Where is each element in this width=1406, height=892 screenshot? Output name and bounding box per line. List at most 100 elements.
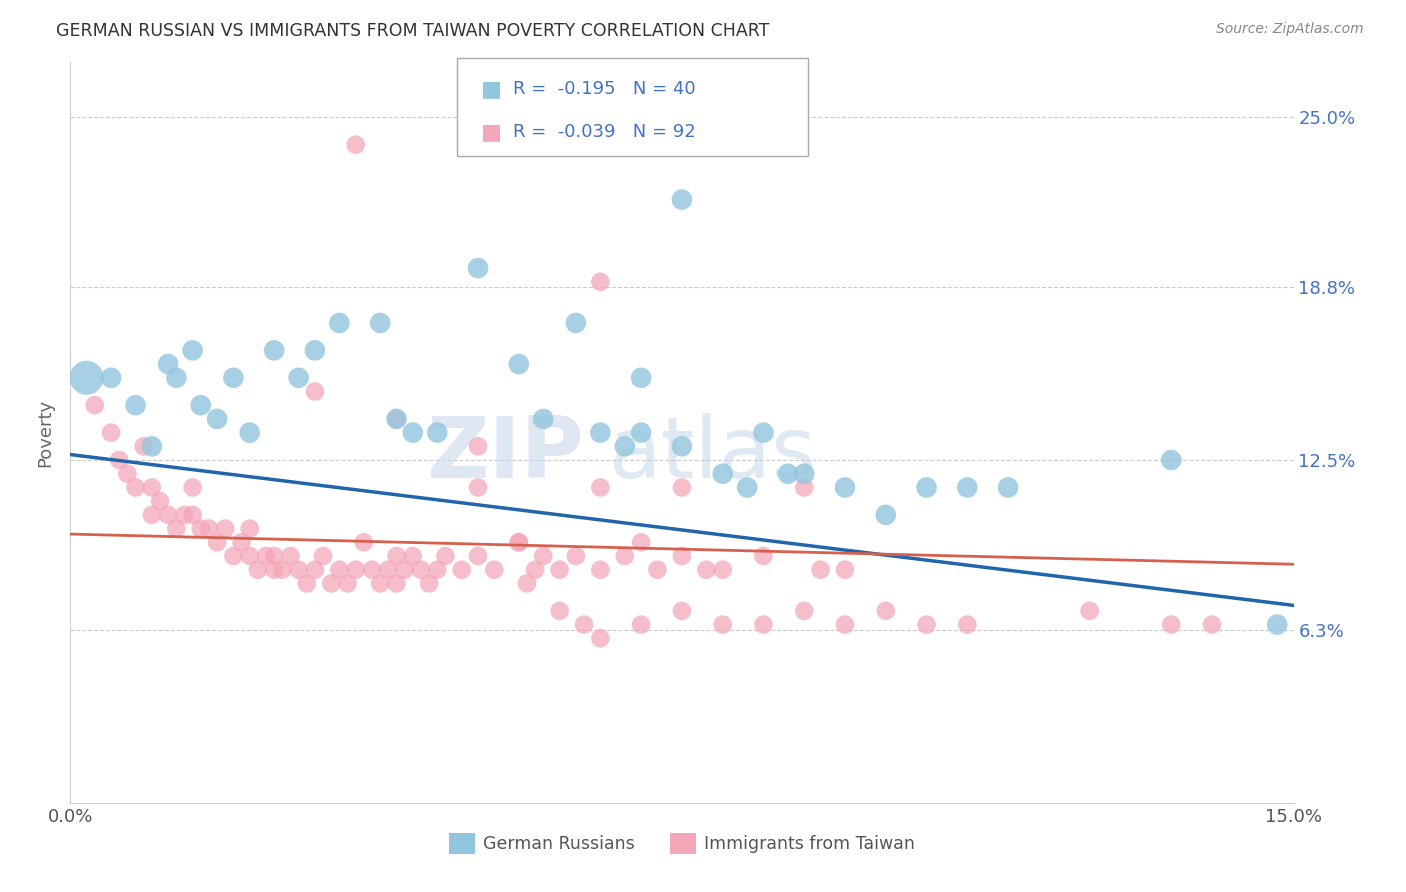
Y-axis label: Poverty: Poverty — [37, 399, 55, 467]
Point — [83, 398, 105, 412]
Point — [711, 563, 734, 577]
Point — [271, 563, 294, 577]
Point — [467, 549, 489, 563]
Point — [426, 425, 449, 440]
Point — [328, 316, 350, 330]
Point — [336, 576, 359, 591]
Point — [630, 371, 652, 385]
Point — [385, 412, 408, 426]
Point — [793, 604, 815, 618]
Point — [368, 316, 391, 330]
Point — [613, 549, 636, 563]
Point — [524, 563, 547, 577]
Point — [321, 576, 343, 591]
Point — [304, 384, 326, 399]
Point — [287, 371, 309, 385]
Point — [295, 576, 318, 591]
Point — [793, 480, 815, 494]
Point — [752, 549, 775, 563]
Point — [181, 508, 204, 522]
Point — [312, 549, 335, 563]
Point — [190, 522, 212, 536]
Point — [613, 439, 636, 453]
Point — [671, 480, 693, 494]
Text: atlas: atlas — [609, 413, 817, 496]
Text: GERMAN RUSSIAN VS IMMIGRANTS FROM TAIWAN POVERTY CORRELATION CHART: GERMAN RUSSIAN VS IMMIGRANTS FROM TAIWAN… — [56, 22, 769, 40]
Point — [181, 480, 204, 494]
Point — [377, 563, 399, 577]
Point — [165, 371, 187, 385]
Point — [402, 425, 425, 440]
Point — [589, 632, 612, 646]
Point — [214, 522, 236, 536]
Point — [997, 480, 1019, 494]
Point — [141, 439, 163, 453]
Point — [353, 535, 375, 549]
Point — [630, 425, 652, 440]
Point — [385, 576, 408, 591]
Point — [198, 522, 221, 536]
Point — [695, 563, 717, 577]
Point — [190, 398, 212, 412]
Point — [239, 549, 262, 563]
Point — [671, 193, 693, 207]
Point — [776, 467, 799, 481]
Point — [246, 563, 269, 577]
Point — [263, 563, 285, 577]
Point — [124, 480, 146, 494]
Point — [671, 439, 693, 453]
Point — [516, 576, 538, 591]
Point — [222, 371, 245, 385]
Point — [231, 535, 253, 549]
Point — [1201, 617, 1223, 632]
Point — [467, 480, 489, 494]
Point — [157, 357, 180, 371]
Point — [100, 371, 122, 385]
Point — [222, 549, 245, 563]
Point — [76, 371, 98, 385]
Point — [117, 467, 139, 481]
Point — [565, 549, 588, 563]
Point — [671, 549, 693, 563]
Text: ZIP: ZIP — [426, 413, 583, 496]
Point — [141, 508, 163, 522]
Point — [711, 617, 734, 632]
Point — [508, 535, 530, 549]
Point — [304, 563, 326, 577]
Point — [181, 343, 204, 358]
Point — [531, 412, 554, 426]
Point — [368, 576, 391, 591]
Point — [149, 494, 172, 508]
Point — [467, 261, 489, 276]
Point — [834, 480, 856, 494]
Point — [328, 563, 350, 577]
Point — [344, 137, 367, 152]
Point — [385, 412, 408, 426]
Point — [548, 604, 571, 618]
Point — [254, 549, 277, 563]
Point — [956, 480, 979, 494]
Point — [394, 563, 416, 577]
Point — [239, 522, 262, 536]
Point — [793, 467, 815, 481]
Point — [915, 617, 938, 632]
Point — [572, 617, 595, 632]
Point — [402, 549, 425, 563]
Point — [173, 508, 195, 522]
Point — [385, 549, 408, 563]
Point — [1078, 604, 1101, 618]
Point — [124, 398, 146, 412]
Point — [263, 343, 285, 358]
Point — [205, 412, 228, 426]
Text: ■: ■ — [481, 79, 502, 99]
Point — [205, 535, 228, 549]
Point — [589, 425, 612, 440]
Point — [1160, 453, 1182, 467]
Point — [426, 563, 449, 577]
Point — [304, 343, 326, 358]
Point — [361, 563, 384, 577]
Point — [565, 316, 588, 330]
Legend: German Russians, Immigrants from Taiwan: German Russians, Immigrants from Taiwan — [441, 826, 922, 861]
Point — [589, 275, 612, 289]
Point — [752, 617, 775, 632]
